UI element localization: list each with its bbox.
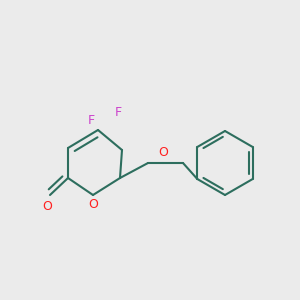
Text: O: O <box>42 200 52 212</box>
Text: F: F <box>114 106 122 119</box>
Text: O: O <box>158 146 168 160</box>
Text: F: F <box>87 113 94 127</box>
Text: O: O <box>88 199 98 212</box>
